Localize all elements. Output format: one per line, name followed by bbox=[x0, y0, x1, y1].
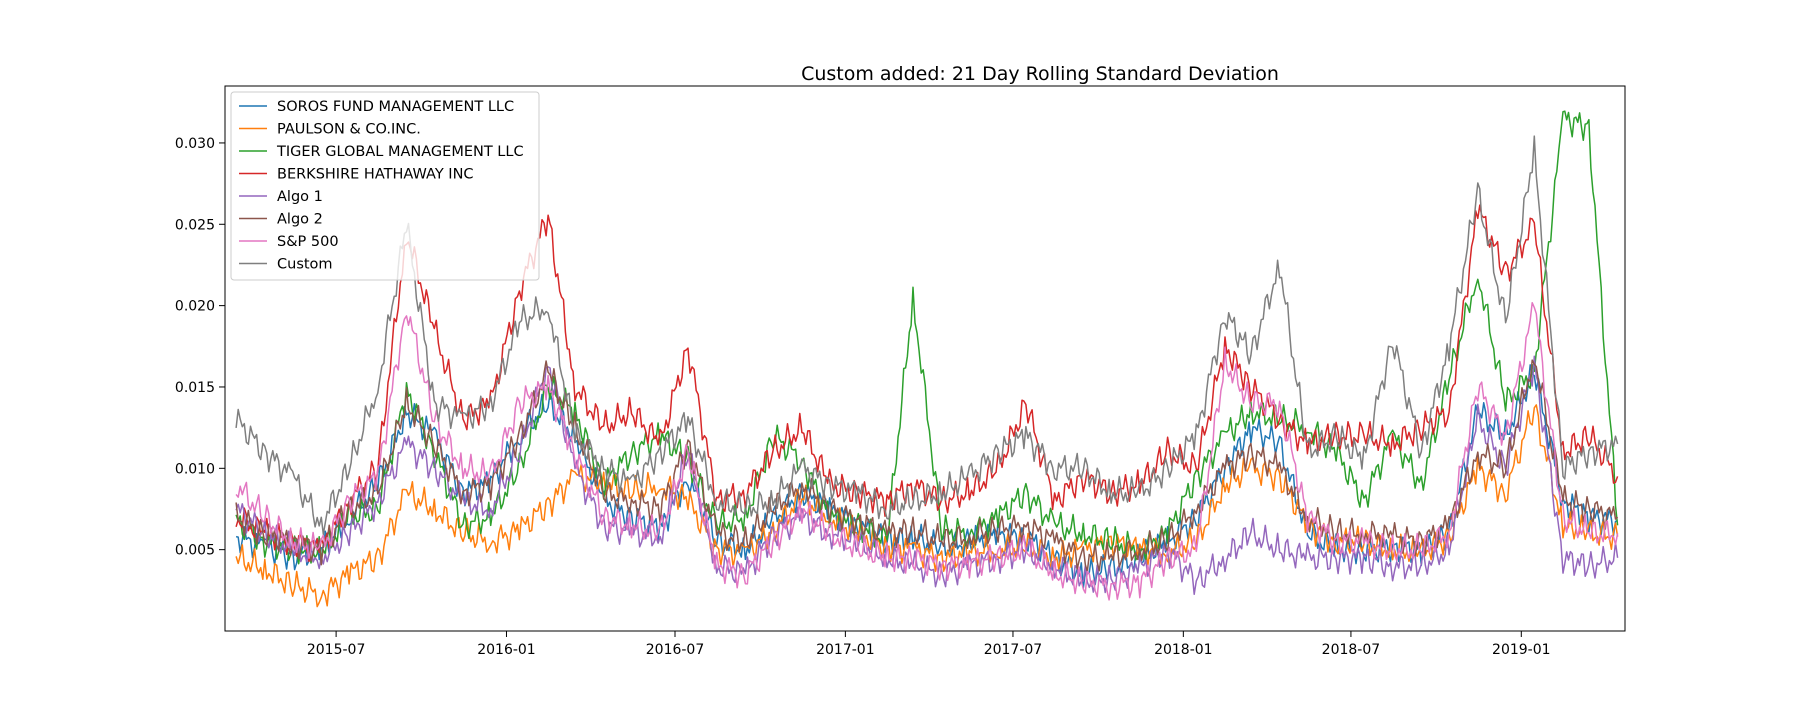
y-tick-label: 0.025 bbox=[175, 217, 215, 233]
y-tick-label: 0.010 bbox=[175, 461, 215, 477]
series-lines bbox=[235, 110, 1619, 608]
y-tick-label: 0.015 bbox=[175, 380, 215, 396]
y-tick-label: 0.005 bbox=[175, 543, 215, 559]
legend-entry-label: TIGER GLOBAL MANAGEMENT LLC bbox=[276, 144, 524, 160]
legend-entry-label: BERKSHIRE HATHAWAY INC bbox=[277, 167, 474, 183]
legend: SOROS FUND MANAGEMENT LLC PAULSON & CO.IN… bbox=[230, 91, 540, 281]
y-axis: 0.005 0.010 0.015 0.020 0.025 0.030 bbox=[175, 136, 225, 559]
legend-entry-label: S&P 500 bbox=[277, 234, 339, 250]
legend-entry-label: Custom bbox=[277, 257, 333, 273]
x-tick-label: 2018-01 bbox=[1154, 642, 1213, 658]
series-line-2 bbox=[235, 110, 1619, 565]
series-line-6 bbox=[235, 301, 1619, 601]
legend-entry-label: Algo 1 bbox=[277, 189, 323, 205]
legend-entry-label: Algo 2 bbox=[277, 212, 323, 228]
series-line-3 bbox=[235, 204, 1619, 563]
x-axis: 2015-07 2016-01 2016-07 2017-01 2017-07 2018-… bbox=[307, 631, 1551, 658]
x-tick-label: 2016-01 bbox=[477, 642, 536, 658]
x-tick-label: 2017-01 bbox=[816, 642, 875, 658]
plot-frame bbox=[224, 85, 1626, 632]
x-tick-label: 2017-07 bbox=[984, 642, 1043, 658]
x-tick-label: 2019-01 bbox=[1492, 642, 1551, 658]
x-tick-label: 2016-07 bbox=[646, 642, 705, 658]
series-line-7 bbox=[235, 135, 1619, 535]
legend-entry-label: PAULSON & CO.INC. bbox=[277, 122, 421, 138]
x-tick-label: 2018-07 bbox=[1322, 642, 1381, 658]
legend-box bbox=[230, 91, 540, 281]
chart-title: Custom added: 21 Day Rolling Standard De… bbox=[801, 63, 1279, 85]
y-tick-label: 0.020 bbox=[175, 299, 215, 315]
x-tick-label: 2015-07 bbox=[307, 642, 366, 658]
series-line-5 bbox=[235, 359, 1619, 573]
legend-entry-label: SOROS FUND MANAGEMENT LLC bbox=[277, 99, 514, 115]
y-tick-label: 0.030 bbox=[175, 136, 215, 152]
